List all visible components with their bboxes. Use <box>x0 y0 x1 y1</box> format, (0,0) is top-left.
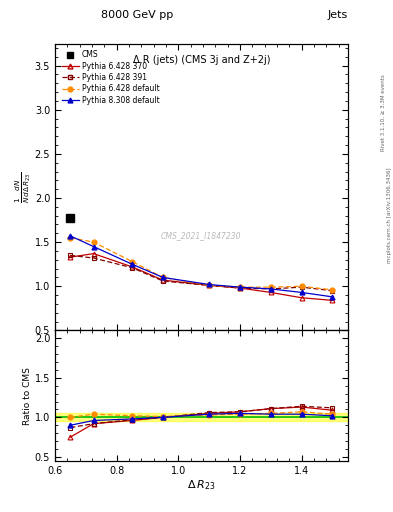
Bar <box>55 413 348 421</box>
Y-axis label: Ratio to CMS: Ratio to CMS <box>23 367 32 424</box>
Text: 8000 GeV pp: 8000 GeV pp <box>101 10 174 20</box>
Text: mcplots.cern.ch [arXiv:1306.3436]: mcplots.cern.ch [arXiv:1306.3436] <box>387 167 391 263</box>
Legend: CMS, Pythia 6.428 370, Pythia 6.428 391, Pythia 6.428 default, Pythia 8.308 defa: CMS, Pythia 6.428 370, Pythia 6.428 391,… <box>59 47 163 108</box>
Text: Δ R (jets) (CMS 3j and Z+2j): Δ R (jets) (CMS 3j and Z+2j) <box>133 55 270 65</box>
Text: Rivet 3.1.10, ≥ 3.3M events: Rivet 3.1.10, ≥ 3.3M events <box>381 74 386 151</box>
Text: Jets: Jets <box>327 10 348 20</box>
Y-axis label: $\frac{1}{N}\frac{dN}{d\Delta\,R_{23}}$: $\frac{1}{N}\frac{dN}{d\Delta\,R_{23}}$ <box>13 172 33 203</box>
Text: CMS_2021_I1847230: CMS_2021_I1847230 <box>161 231 242 240</box>
X-axis label: $\Delta\,R_{23}$: $\Delta\,R_{23}$ <box>187 478 216 492</box>
